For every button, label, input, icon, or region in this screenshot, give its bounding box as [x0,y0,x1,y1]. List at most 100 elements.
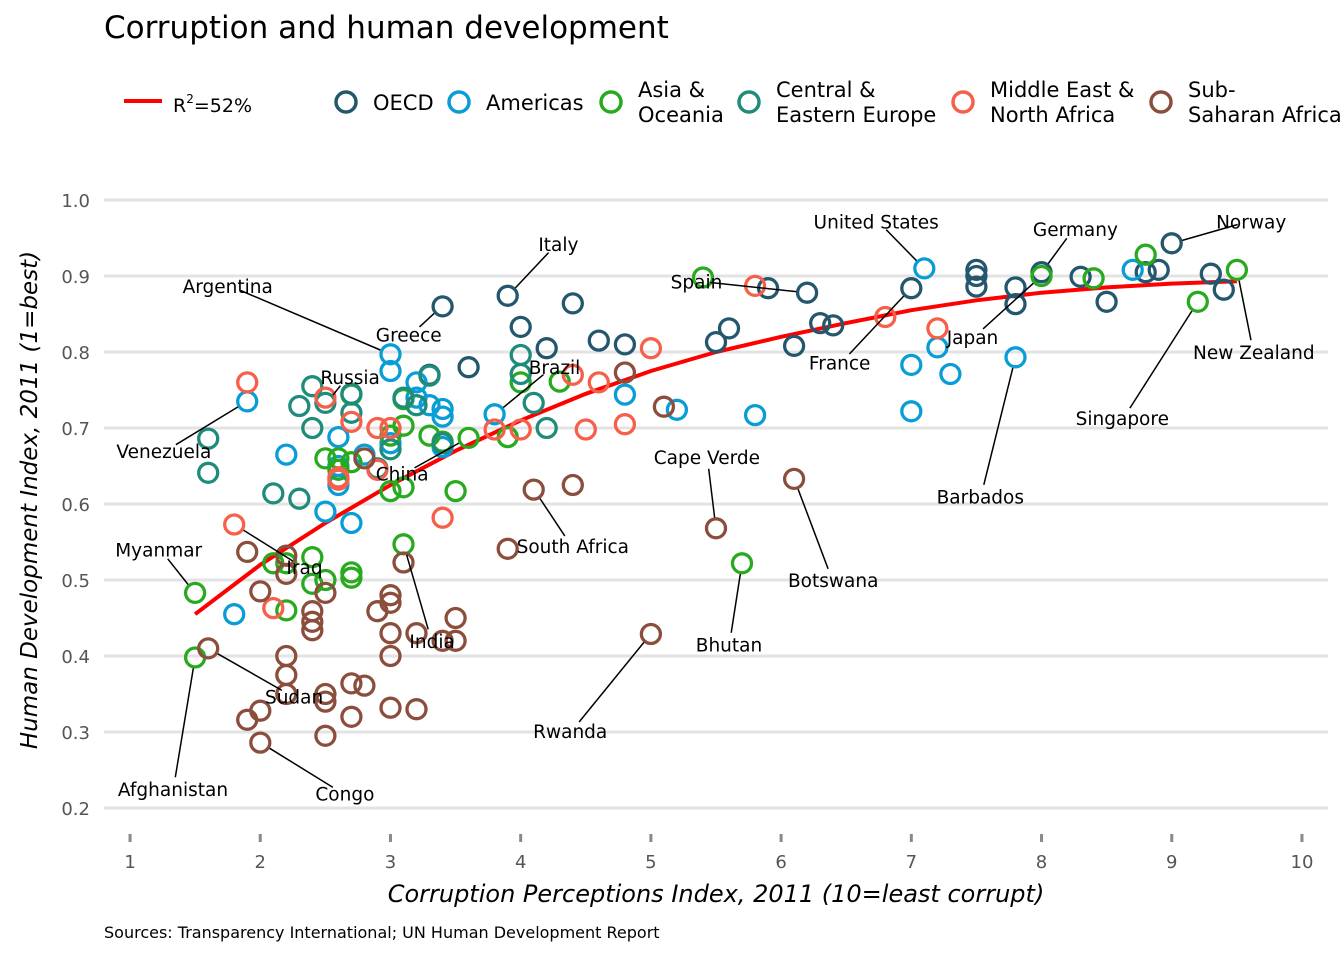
point-central-and-eastern-europe [340,401,363,424]
leader-line-myanmar [167,558,189,585]
point-sub-saharan-africa [314,690,337,713]
legend-label-line: Saharan Africa [1188,103,1342,127]
point-middle-east-and-north-africa [262,596,285,620]
legend-swatch-oecd [334,90,358,114]
point-sub-saharan-africa [301,610,324,633]
point-oecd [1004,292,1027,316]
point-sub-saharan-africa [444,629,467,652]
annotation-venezuela: Venezuela [116,442,211,463]
point-middle-east-and-north-africa [366,458,389,481]
leader-line-norway [1182,223,1238,242]
point-sub-saharan-africa [301,619,324,642]
source-note: Sources: Transparency International; UN … [104,923,660,942]
point-oecd [509,315,532,339]
annotation-india: India [409,632,454,653]
legend-label-middle-east-and-north-africa: Middle East & North Africa [990,78,1134,127]
legend-swatch-middle-east-and-north-africa [951,90,975,114]
point-asia-and-oceania [457,426,480,450]
point-central-and-eastern-europe [197,461,220,484]
point-oecd [795,281,819,304]
legend-label-line: Sub- [1188,78,1236,102]
annotation-united-states: United States [814,212,939,233]
point-americas [314,500,337,523]
legend-label-line: Oceania [638,103,724,127]
point-middle-east-and-north-africa [926,317,949,340]
y-tick-label: 0.7 [61,419,90,440]
point-oecd [965,275,988,298]
leader-line-new-zealand [1238,280,1252,341]
annotation-sudan: Sudan [265,687,323,708]
y-tick-label: 0.6 [61,495,90,516]
point-sub-saharan-africa [782,467,806,491]
leader-line-india [405,554,429,630]
point-asia-and-oceania [275,552,298,575]
point-asia-and-oceania [1134,243,1157,266]
point-sub-saharan-africa [314,682,337,706]
leader-line-italy [514,252,550,289]
point-sub-saharan-africa [379,622,402,645]
point-asia-and-oceania [392,476,415,499]
point-americas [483,403,506,426]
point-central-and-eastern-europe [262,482,285,505]
point-sub-saharan-africa [249,731,272,754]
point-americas [939,362,962,386]
annotation-germany: Germany [1033,220,1118,241]
legend-label-line: Eastern Europe [776,103,936,127]
legend-label-line: Asia & [638,78,705,102]
leader-line-barbados [983,367,1014,485]
point-middle-east-and-north-africa [431,506,454,529]
x-axis-title: Corruption Perceptions Index, 2011 (10=l… [388,880,1045,908]
legend-swatch-sub-saharan-africa [1149,90,1173,114]
point-oecd [822,314,845,337]
point-central-and-eastern-europe [288,394,311,418]
annotation-argentina: Argentina [183,277,273,298]
point-middle-east-and-north-africa [874,305,897,329]
point-sub-saharan-africa [353,447,376,470]
legend-label-line: North Africa [990,103,1115,127]
leader-line-cape-verde [707,468,716,518]
point-asia-and-oceania [444,479,467,503]
point-americas [431,397,454,421]
legend-label-sub-saharan-africa: Sub-Saharan Africa [1188,78,1342,127]
point-sub-saharan-africa [314,581,337,605]
point-middle-east-and-north-africa [639,337,663,360]
leader-line-china [414,442,460,469]
point-asia-and-oceania [1030,264,1053,288]
point-oecd [1212,278,1235,301]
point-central-and-eastern-europe [197,427,220,450]
point-middle-east-and-north-africa [314,386,337,409]
leader-line-brazil [502,374,544,409]
point-asia-and-oceania [183,581,207,605]
legend-trend-label-suffix: =52% [194,95,252,117]
point-sub-saharan-africa [639,622,663,646]
point-oecd [613,333,637,356]
point-asia-and-oceania [509,371,532,394]
point-oecd [782,334,806,358]
leader-line-united-states [885,229,918,262]
y-tick-label: 0.4 [61,647,90,668]
point-americas [1121,258,1144,282]
point-central-and-eastern-europe [535,416,558,440]
point-middle-east-and-north-africa [613,413,637,436]
point-sub-saharan-africa [340,672,363,695]
point-middle-east-and-north-africa [509,418,532,441]
annotation-leader-lines [167,223,1252,789]
point-sub-saharan-africa [561,473,584,497]
annotation-myanmar: Myanmar [115,541,202,562]
x-tick-label: 2 [255,852,266,873]
leader-line-japan [982,282,1034,330]
point-oecd [965,258,988,282]
x-tick-label: 6 [775,852,786,873]
point-sub-saharan-africa [353,674,376,697]
point-asia-and-oceania [730,552,754,575]
point-americas [327,425,350,449]
y-axis: 0.2 0.3 0.4 0.5 0.6 0.7 0.8 0.9 1.0 [61,191,90,820]
point-asia-and-oceania [301,546,324,569]
point-americas [613,383,637,406]
annotation-brazil: Brazil [529,358,581,379]
point-sub-saharan-africa [379,591,402,614]
annotation-norway: Norway [1216,212,1286,233]
annotation-south-africa: South Africa [517,537,629,558]
point-americas [379,343,402,366]
